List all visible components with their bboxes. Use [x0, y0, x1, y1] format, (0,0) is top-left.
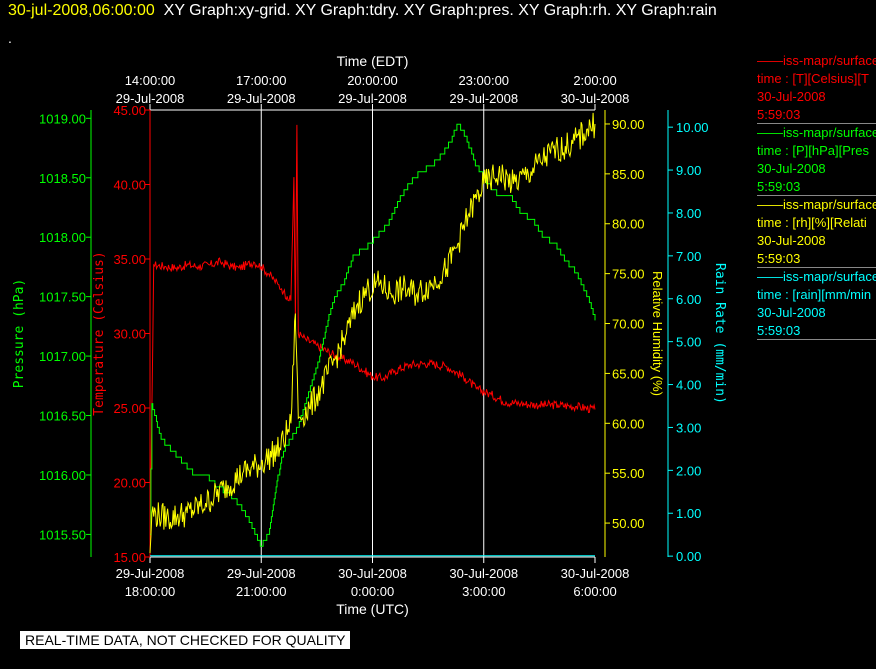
legend-date: 30-Jul-2008 — [757, 233, 826, 248]
x-bottom-tick-date: 30-Jul-2008 — [561, 566, 630, 581]
legend-date: 30-Jul-2008 — [757, 305, 826, 320]
rh-tick-label: 70.00 — [612, 317, 645, 332]
x-top-tick-date: 29-Jul-2008 — [227, 91, 296, 106]
legend-source: ——iss-mapr/surface — [757, 125, 876, 140]
legend-date: 30-Jul-2008 — [757, 161, 826, 176]
rh-tick-label: 50.00 — [612, 516, 645, 531]
rh-tick-label: 60.00 — [612, 416, 645, 431]
x-top-tick-time: 14:00:00 — [125, 73, 176, 88]
legend-time: 5:59:03 — [757, 179, 801, 194]
x-top-tick-time: 17:00:00 — [236, 73, 287, 88]
x-top-tick-time: 2:00:00 — [573, 73, 616, 88]
header-date: 30-jul-2008,06:00:00 — [8, 2, 155, 19]
rh-tick-label: 90.00 — [612, 117, 645, 132]
legend-source: ——iss-mapr/surface — [757, 269, 876, 284]
rain-tick-label: 2.00 — [676, 463, 701, 478]
temperature-axis-title: Temperature (Celsius) — [92, 251, 107, 415]
legend-field: time : [T][Celsius][T — [757, 71, 869, 86]
rain-axis-title: Rain Rate (mm/min) — [712, 263, 727, 404]
temperature-tick-label: 35.00 — [113, 252, 146, 267]
rain-tick-label: 5.00 — [676, 335, 701, 350]
temperature-series-line — [149, 124, 596, 558]
rain-tick-label: 4.00 — [676, 378, 701, 393]
legend-time: 5:59:03 — [757, 323, 801, 338]
x-top-tick-time: 20:00:00 — [347, 73, 398, 88]
pressure-axis-title: Pressure (hPa) — [12, 279, 27, 389]
rh-axis-title: Relative Humidity (%) — [650, 271, 665, 396]
pressure-tick-label: 1018.00 — [39, 230, 86, 245]
x-top-tick-date: 30-Jul-2008 — [561, 91, 630, 106]
temperature-tick-label: 25.00 — [113, 401, 146, 416]
rain-tick-label: 0.00 — [676, 549, 701, 564]
x-top-tick-time: 23:00:00 — [458, 73, 509, 88]
rh-tick-label: 80.00 — [612, 217, 645, 232]
rain-tick-label: 1.00 — [676, 506, 701, 521]
pressure-tick-label: 1016.00 — [39, 468, 86, 483]
x-bottom-tick-time: 3:00:00 — [462, 584, 505, 599]
legend-date: 30-Jul-2008 — [757, 89, 826, 104]
pressure-tick-label: 1015.50 — [39, 527, 86, 542]
legend-field: time : [rain][mm/min — [757, 287, 872, 302]
pressure-tick-label: 1018.50 — [39, 171, 86, 186]
temperature-tick-label: 40.00 — [113, 178, 146, 193]
rain-tick-label: 6.00 — [676, 292, 701, 307]
legend-field: time : [rh][%][Relati — [757, 215, 867, 230]
pressure-tick-label: 1016.50 — [39, 409, 86, 424]
legend-time: 5:59:03 — [757, 107, 801, 122]
temperature-tick-label: 15.00 — [113, 550, 146, 565]
legend-field: time : [P][hPa][Pres — [757, 143, 869, 158]
pressure-tick-label: 1017.50 — [39, 290, 86, 305]
rh-tick-label: 85.00 — [612, 167, 645, 182]
x-top-tick-date: 29-Jul-2008 — [116, 91, 185, 106]
rain-tick-label: 10.00 — [676, 120, 709, 135]
temperature-tick-label: 20.00 — [113, 476, 146, 491]
x-top-tick-date: 29-Jul-2008 — [449, 91, 518, 106]
quality-disclaimer: REAL-TIME DATA, NOT CHECKED FOR QUALITY — [20, 631, 351, 649]
x-axis-bottom-title: Time (UTC) — [336, 601, 409, 617]
x-bottom-tick-time: 6:00:00 — [573, 584, 616, 599]
legend-entry-pressure: ——iss-mapr/surface time : [P][hPa][Pres … — [757, 124, 876, 196]
header-graph-titles: XY Graph:xy-grid. XY Graph:tdry. XY Grap… — [163, 2, 717, 19]
legend-time: 5:59:03 — [757, 251, 801, 266]
pressure-series-line — [150, 123, 596, 547]
legend-entry-rh: ——iss-mapr/surface time : [rh][%][Relati… — [757, 196, 876, 268]
rain-tick-label: 3.00 — [676, 420, 701, 435]
x-bottom-tick-date: 30-Jul-2008 — [449, 566, 518, 581]
x-bottom-tick-time: 0:00:00 — [351, 584, 394, 599]
legend-entry-temperature: ——iss-mapr/surface time : [T][Celsius][T… — [757, 52, 876, 124]
rain-tick-label: 9.00 — [676, 163, 701, 178]
x-bottom-tick-time: 18:00:00 — [125, 584, 176, 599]
rh-tick-label: 75.00 — [612, 267, 645, 282]
x-bottom-tick-time: 21:00:00 — [236, 584, 287, 599]
legend-source: ——iss-mapr/surface — [757, 197, 876, 212]
legend-separator — [757, 195, 876, 196]
rh-series-line — [149, 112, 596, 554]
x-axis-top-title: Time (EDT) — [337, 53, 409, 69]
rh-tick-label: 65.00 — [612, 366, 645, 381]
legend-entry-rain: ——iss-mapr/surface time : [rain][mm/min … — [757, 268, 876, 340]
pressure-tick-label: 1017.00 — [39, 349, 86, 364]
x-top-tick-date: 29-Jul-2008 — [338, 91, 407, 106]
legend-separator — [757, 339, 876, 340]
legend-source: ——iss-mapr/surface — [757, 53, 876, 68]
legend-separator — [757, 267, 876, 268]
legend-separator — [757, 123, 876, 124]
x-bottom-tick-date: 30-Jul-2008 — [338, 566, 407, 581]
x-bottom-tick-date: 29-Jul-2008 — [116, 566, 185, 581]
x-bottom-tick-date: 29-Jul-2008 — [227, 566, 296, 581]
temperature-tick-label: 45.00 — [113, 103, 146, 118]
pressure-tick-label: 1019.00 — [39, 111, 86, 126]
rh-tick-label: 55.00 — [612, 466, 645, 481]
header-line: 30-jul-2008,06:00:00 XY Graph:xy-grid. X… — [8, 2, 717, 20]
temperature-tick-label: 30.00 — [113, 327, 146, 342]
rain-tick-label: 7.00 — [676, 249, 701, 264]
rain-tick-label: 8.00 — [676, 206, 701, 221]
header-dot: . — [8, 30, 12, 46]
